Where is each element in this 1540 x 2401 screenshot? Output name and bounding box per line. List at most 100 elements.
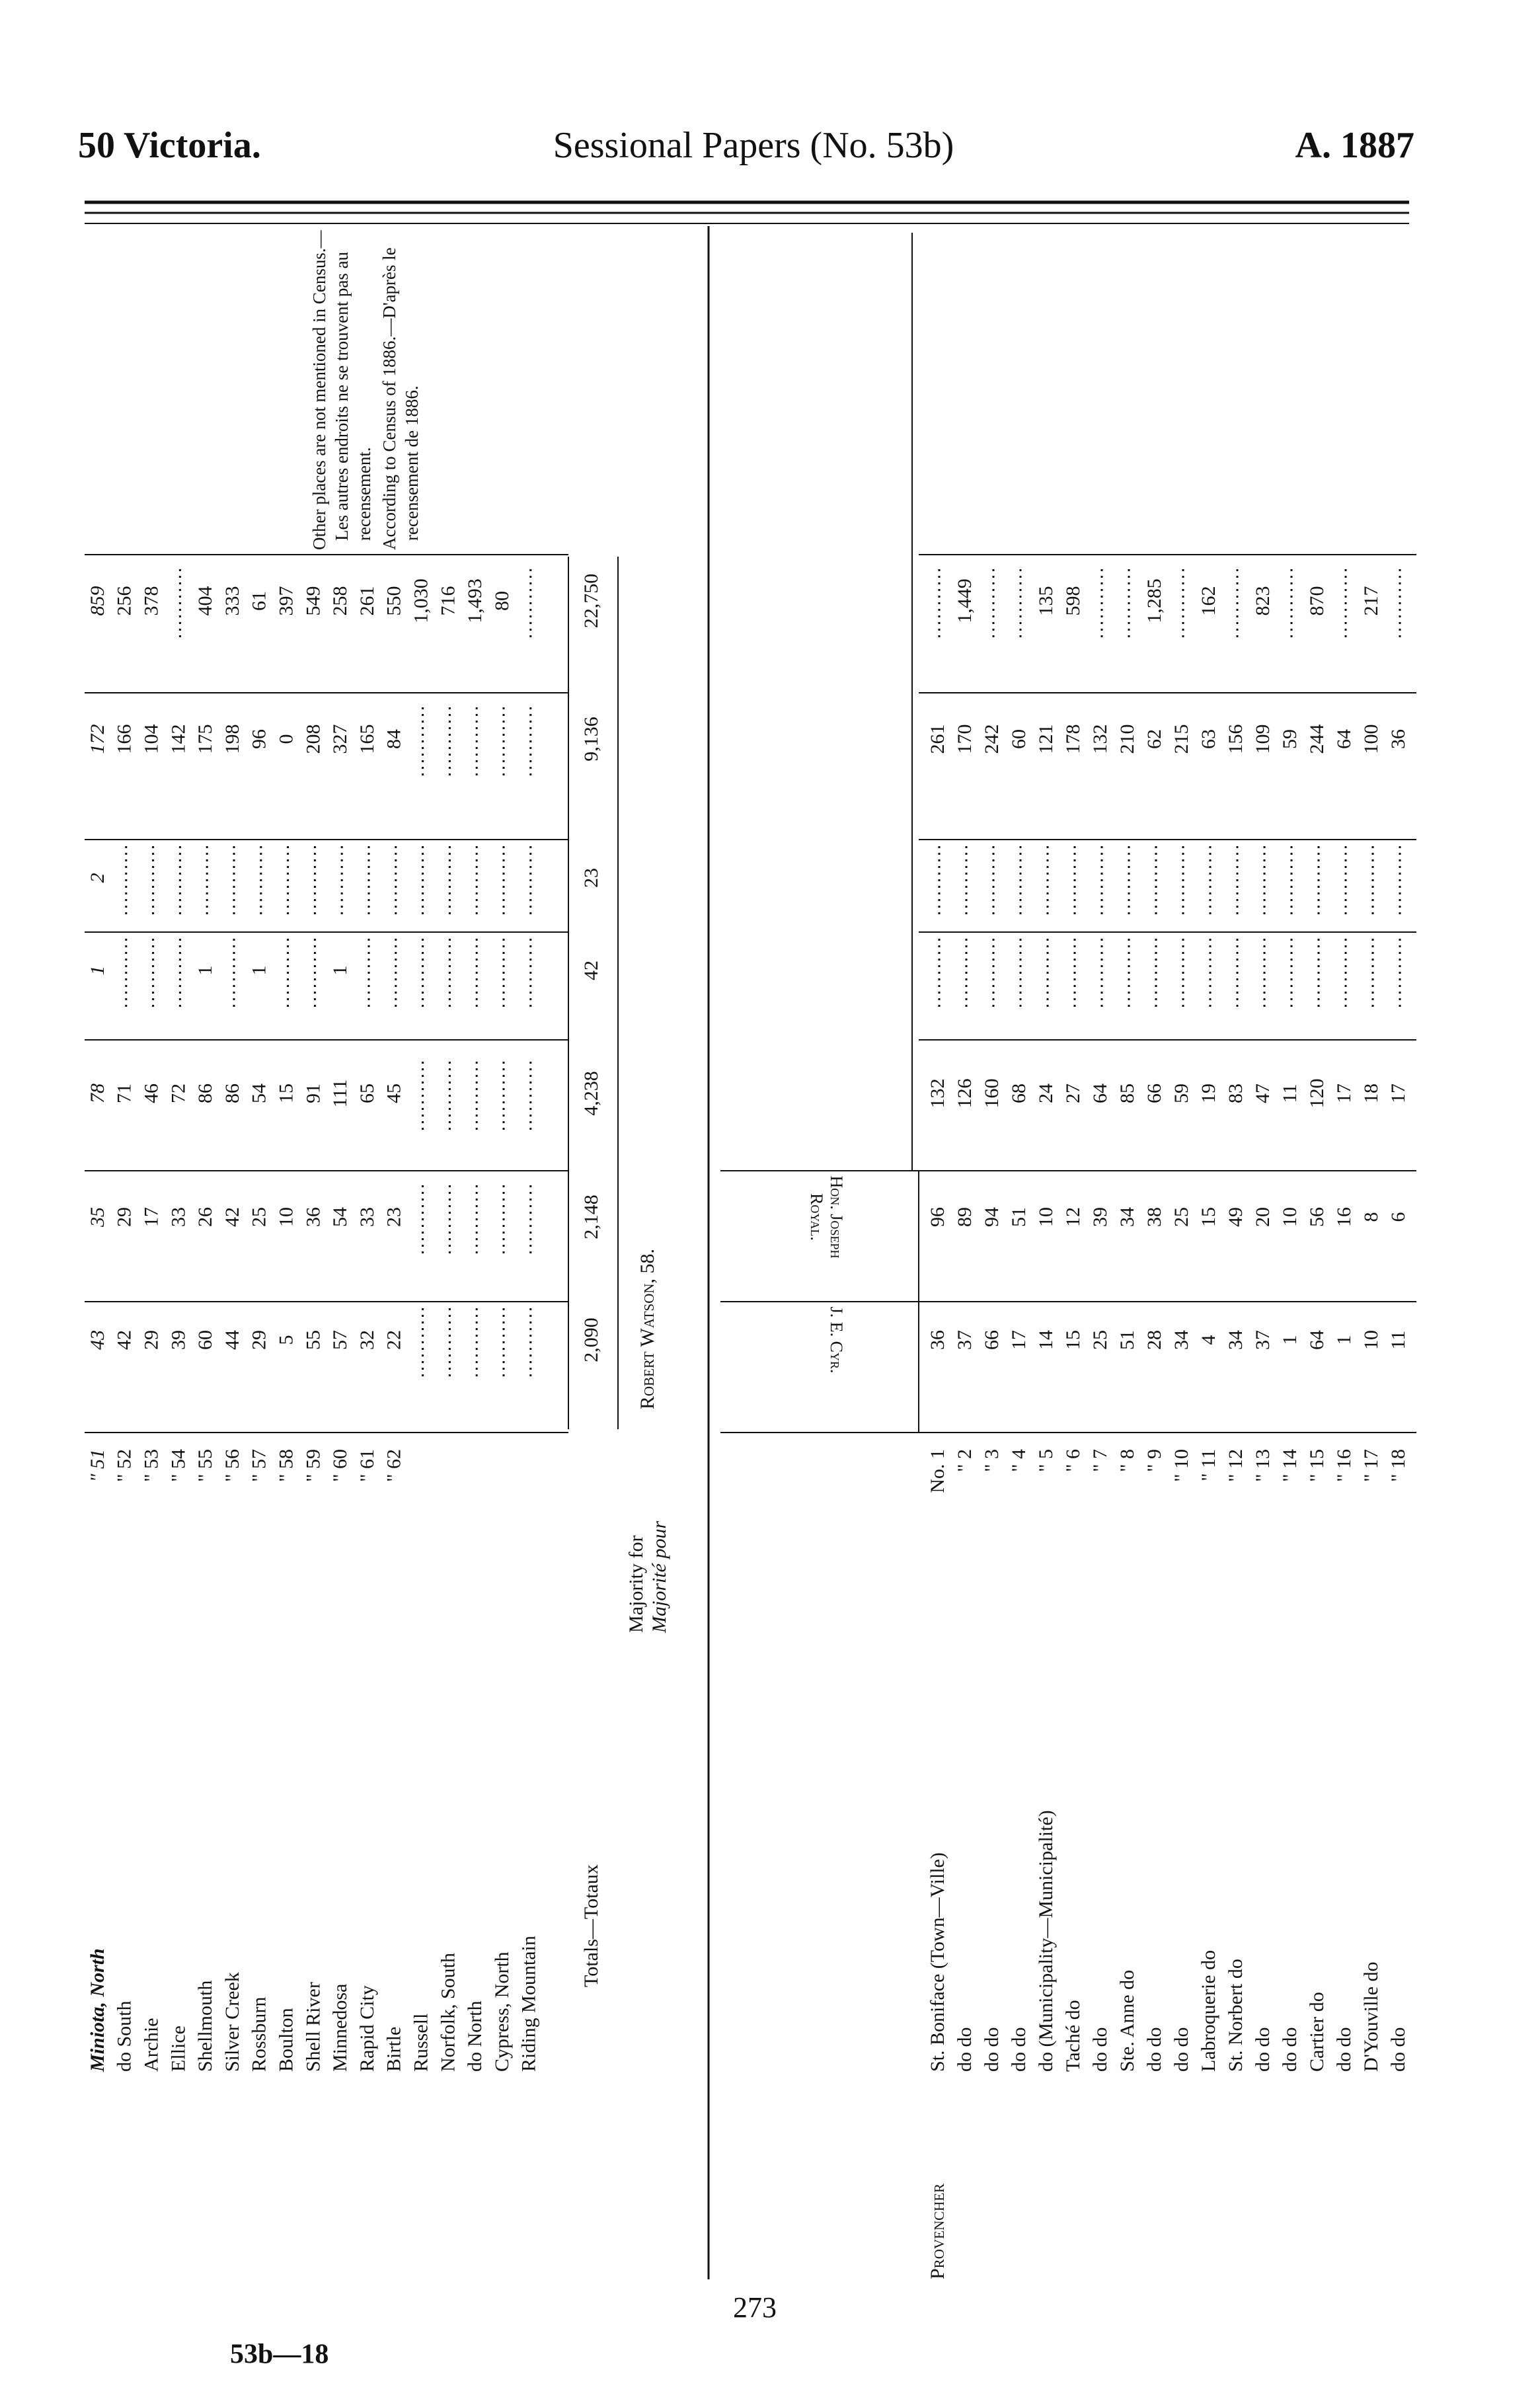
cell-value: 8 [1360, 1212, 1382, 1222]
cell-value: 83 [1225, 1083, 1247, 1103]
row-name: do do [1089, 2027, 1111, 2072]
cell-value: 39 [1089, 1207, 1111, 1227]
row-name: Taché do [1062, 2000, 1084, 2072]
cell-value: 36 [927, 1330, 948, 1350]
cell-value: 96 [249, 729, 270, 749]
cell-value: 327 [329, 725, 351, 754]
cell-value: 86 [194, 1083, 216, 1103]
cell-value: 5 [275, 1335, 297, 1345]
cell-value: 60 [1008, 729, 1030, 749]
cell-value: 72 [167, 1083, 189, 1103]
poll-number: " 56 [221, 1449, 243, 1482]
row-name: Shell River [302, 1982, 324, 2072]
cell-value: 47 [1252, 1083, 1274, 1103]
poll-number: " 8 [1116, 1449, 1138, 1472]
cell-value: 120 [1306, 1079, 1328, 1109]
cell-value: 71 [114, 1083, 135, 1103]
cell-value: 397 [275, 586, 297, 616]
cell-value: 549 [302, 586, 324, 616]
cell-value: 1 [1279, 1335, 1301, 1345]
cell-value: 19 [1198, 1083, 1219, 1103]
cell-value: 68 [1008, 1083, 1030, 1103]
cell-value: 1 [194, 966, 216, 976]
cell-value: 63 [1198, 729, 1219, 749]
cell-value: 165 [356, 725, 378, 754]
row-name: do do [1387, 2027, 1409, 2072]
poll-number: " 58 [275, 1449, 297, 1482]
cell-value: 60 [194, 1330, 216, 1350]
cell-value: 10 [275, 1207, 297, 1227]
cell-value: 25 [1089, 1330, 1111, 1350]
cell-value: 859 [87, 586, 108, 616]
cell-value: 24 [1035, 1083, 1057, 1103]
district-name: Provencher [927, 2184, 948, 2279]
header-left: 50 Victoria. [78, 125, 261, 166]
notes-box: Other places are not mentioned in Census… [308, 219, 423, 550]
cell-value: 132 [1089, 725, 1111, 754]
row-name: do (Municipality—Municipalité) [1035, 1810, 1057, 2072]
row-name: do South [114, 2000, 135, 2072]
cell-value: 17 [1387, 1083, 1409, 1103]
cell-value: 135 [1035, 586, 1057, 616]
cell-value: 29 [114, 1207, 135, 1227]
cell-value: 56 [1306, 1207, 1328, 1227]
poll-number: " 9 [1143, 1449, 1165, 1472]
cell-value: 244 [1306, 725, 1328, 754]
cell-value: 29 [140, 1330, 162, 1350]
row-name: Silver Creek [221, 1972, 243, 2072]
poll-number: " 52 [114, 1449, 135, 1482]
cell-value: 121 [1035, 725, 1057, 754]
cell-value: 4 [1198, 1335, 1219, 1345]
cell-value: 46 [140, 1083, 162, 1103]
cell-value: 51 [1008, 1207, 1030, 1227]
row-name: Shellmouth [194, 1981, 216, 2072]
total-value: 2,090 [580, 1318, 602, 1362]
cell-value: 111 [329, 1080, 351, 1108]
cell-value: 84 [383, 729, 405, 749]
cell-value: 1,493 [464, 578, 486, 623]
total-value: 42 [580, 961, 602, 980]
cell-value: 6 [1387, 1212, 1409, 1222]
cell-value: 62 [1143, 729, 1165, 749]
cell-value: 10 [1360, 1330, 1382, 1350]
poll-number: " 59 [302, 1449, 324, 1482]
cell-value: 550 [383, 586, 405, 616]
cell-value: 1,449 [954, 578, 976, 623]
poll-number: " 62 [383, 1449, 405, 1482]
cell-value: 10 [1035, 1207, 1057, 1227]
cell-value: 11 [1279, 1084, 1301, 1103]
cell-value: 51 [1116, 1330, 1138, 1350]
cell-value: 80 [491, 591, 513, 611]
cell-value: 49 [1225, 1207, 1247, 1227]
cell-value: 54 [329, 1207, 351, 1227]
candidate-name: J. E. Cyr. [827, 1306, 846, 1374]
cell-value: 261 [927, 725, 948, 754]
cell-value: 18 [1360, 1083, 1382, 1103]
row-name: Birtle [383, 2027, 405, 2072]
row-name: Labroquerie do [1198, 1950, 1219, 2072]
cell-value: 66 [981, 1330, 1003, 1350]
cell-value: 378 [140, 586, 162, 616]
cell-value: 32 [356, 1330, 378, 1350]
cell-value: 17 [1333, 1083, 1355, 1103]
cell-value: 15 [1198, 1207, 1219, 1227]
cell-value: 132 [927, 1079, 948, 1109]
cell-value: 91 [302, 1083, 324, 1103]
cell-value: 1 [87, 966, 108, 976]
cell-value: 126 [954, 1079, 976, 1109]
cell-value: 156 [1225, 725, 1247, 754]
cell-value: 1 [329, 966, 351, 976]
poll-number: " 5 [1035, 1449, 1057, 1472]
cell-value: 35 [87, 1207, 108, 1228]
cell-value: 33 [167, 1207, 189, 1227]
poll-number: " 17 [1360, 1449, 1382, 1482]
cell-value: 11 [1387, 1331, 1409, 1350]
cell-value: 12 [1062, 1207, 1084, 1227]
cell-value: 33 [356, 1207, 378, 1227]
cell-value: 59 [1171, 1083, 1192, 1103]
candidate-header: J. E. Cyr. [827, 1306, 846, 1374]
poll-number: " 4 [1008, 1449, 1030, 1472]
cell-value: 85 [1116, 1083, 1138, 1103]
cell-value: 64 [1089, 1083, 1111, 1103]
